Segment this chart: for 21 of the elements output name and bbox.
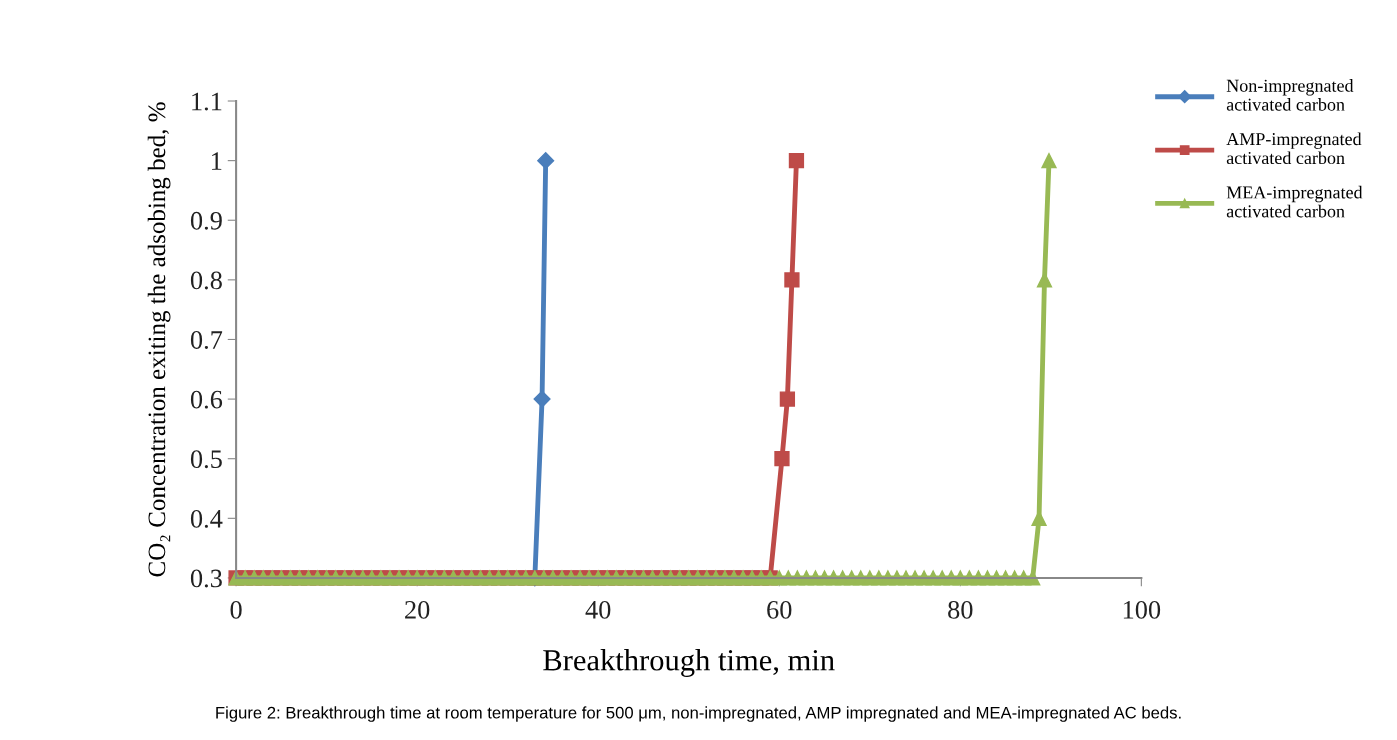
caption: Figure 2: Breakthrough time at room temperature for 500 μm, non-impregnated, AMP impregnated and MEA-impregnated AC beds. (216, 706, 1181, 722)
y-axis-title: CO₂ Concentration exiting the adsobing bed, % (147, 102, 171, 577)
x-tick-label: 100 (1123, 600, 1161, 619)
x-axis-title: Breakthrough time, min (543, 649, 835, 677)
y-tick-label: 0.5 (190, 450, 222, 469)
x-tick-label: 80 (948, 600, 973, 619)
y-tick-label: 0.6 (190, 390, 223, 409)
x-tick-label: 20 (405, 600, 430, 619)
y-tick-label: 0.7 (190, 331, 223, 350)
y-tick-label: 1.1 (192, 92, 222, 111)
legend-label: MEA-impregnated activated carbon (1226, 185, 1363, 218)
y-tick-label: 0.8 (190, 271, 222, 290)
legend-label: AMP-impregnated activated carbon (1226, 132, 1362, 165)
x-tick-label: 60 (767, 600, 792, 619)
y-tick-label: 0.3 (190, 569, 222, 588)
x-tick-label: 40 (585, 600, 611, 619)
y-tick-label: 1 (212, 152, 222, 170)
y-tick-label: 0.9 (190, 211, 222, 230)
y-tick-label: 0.4 (190, 509, 223, 528)
legend-label: Non-impregnated activated carbon (1226, 79, 1354, 111)
x-tick-label: 0 (230, 600, 242, 619)
